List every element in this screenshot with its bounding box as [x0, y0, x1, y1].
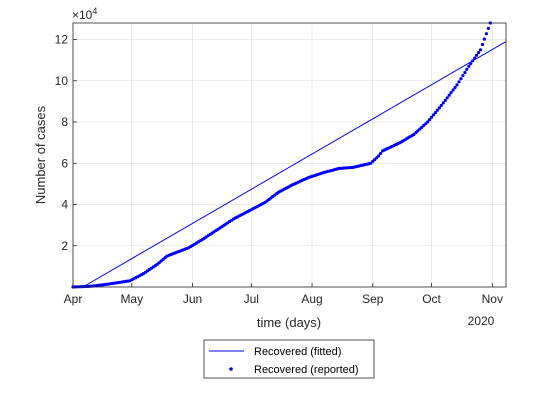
y-axis-label: Number of cases [33, 105, 48, 204]
ticks [72, 39, 493, 287]
reported-dot [429, 115, 434, 119]
reported-dot [451, 88, 455, 92]
reported-dot [443, 98, 447, 102]
x-tick-label: Jul [244, 292, 259, 306]
reported-dot [428, 118, 432, 122]
legend-box [203, 339, 375, 379]
reported-dot [486, 26, 490, 30]
y-tick-label: 8 [61, 115, 68, 129]
reported-dot [431, 113, 436, 117]
reported-dot [455, 83, 459, 87]
reported-dot [437, 106, 441, 110]
y-tick-label: 12 [55, 33, 69, 47]
grid [72, 23, 506, 287]
y-exponent-label: ×104 [72, 6, 97, 22]
reported-dot [449, 91, 453, 95]
reported-dot [433, 111, 438, 115]
reported-dot [478, 48, 483, 52]
reported-dot [475, 53, 479, 57]
reported-dot [459, 77, 463, 81]
x-tick-label: Jun [183, 292, 202, 306]
reported-dot [465, 67, 469, 71]
reported-series [71, 21, 492, 289]
reported-dot [467, 64, 471, 68]
reported-dot [480, 42, 485, 47]
reported-dot [482, 37, 486, 41]
reported-dot [457, 80, 461, 84]
legend-label-fitted: Recovered (fitted) [254, 346, 341, 358]
reported-dot [377, 154, 381, 158]
reported-dot [426, 120, 430, 124]
x-tick-label: Aug [301, 292, 322, 306]
reported-dot [447, 93, 451, 97]
y-tick-label: 6 [61, 156, 68, 170]
x-tick-label: Nov [482, 292, 503, 306]
reported-dot [461, 74, 465, 78]
x-tick-label: May [120, 292, 143, 306]
x-tick-label: Oct [422, 292, 441, 306]
y-tick-label: 4 [61, 198, 68, 212]
legend-label-reported: Recovered (reported) [254, 364, 359, 376]
axes-box [72, 22, 507, 288]
reported-dot [473, 56, 477, 60]
reported-dot [445, 96, 449, 100]
y-tick-label: 10 [55, 74, 69, 88]
x-tick-label: Apr [64, 292, 83, 306]
reported-dot [435, 108, 439, 112]
reported-dot [463, 70, 467, 75]
reported-dot [469, 62, 473, 66]
reported-dot [453, 85, 457, 90]
x-tick-label: Sep [362, 292, 384, 306]
reported-dot [441, 101, 445, 105]
reported-dot [484, 32, 488, 36]
reported-dot [471, 59, 475, 63]
legend-dot-swatch [229, 367, 233, 371]
reported-dot [369, 161, 373, 165]
tick-labels: Apr May Jun Jul Aug Sep Oct Nov 2 4 6 8 10 12 [55, 33, 503, 307]
plot-area [73, 23, 506, 287]
reported-dot [439, 103, 443, 108]
y-exponent-power: 4 [92, 6, 97, 16]
reported-dot [477, 51, 481, 55]
reported-dot [379, 151, 383, 156]
y-tick-label: 2 [61, 239, 68, 253]
legend: Recovered (fitted) Recovered (reported) [203, 339, 375, 379]
x-axis-label: time (days) [257, 315, 321, 330]
year-label: 2020 [468, 314, 495, 328]
